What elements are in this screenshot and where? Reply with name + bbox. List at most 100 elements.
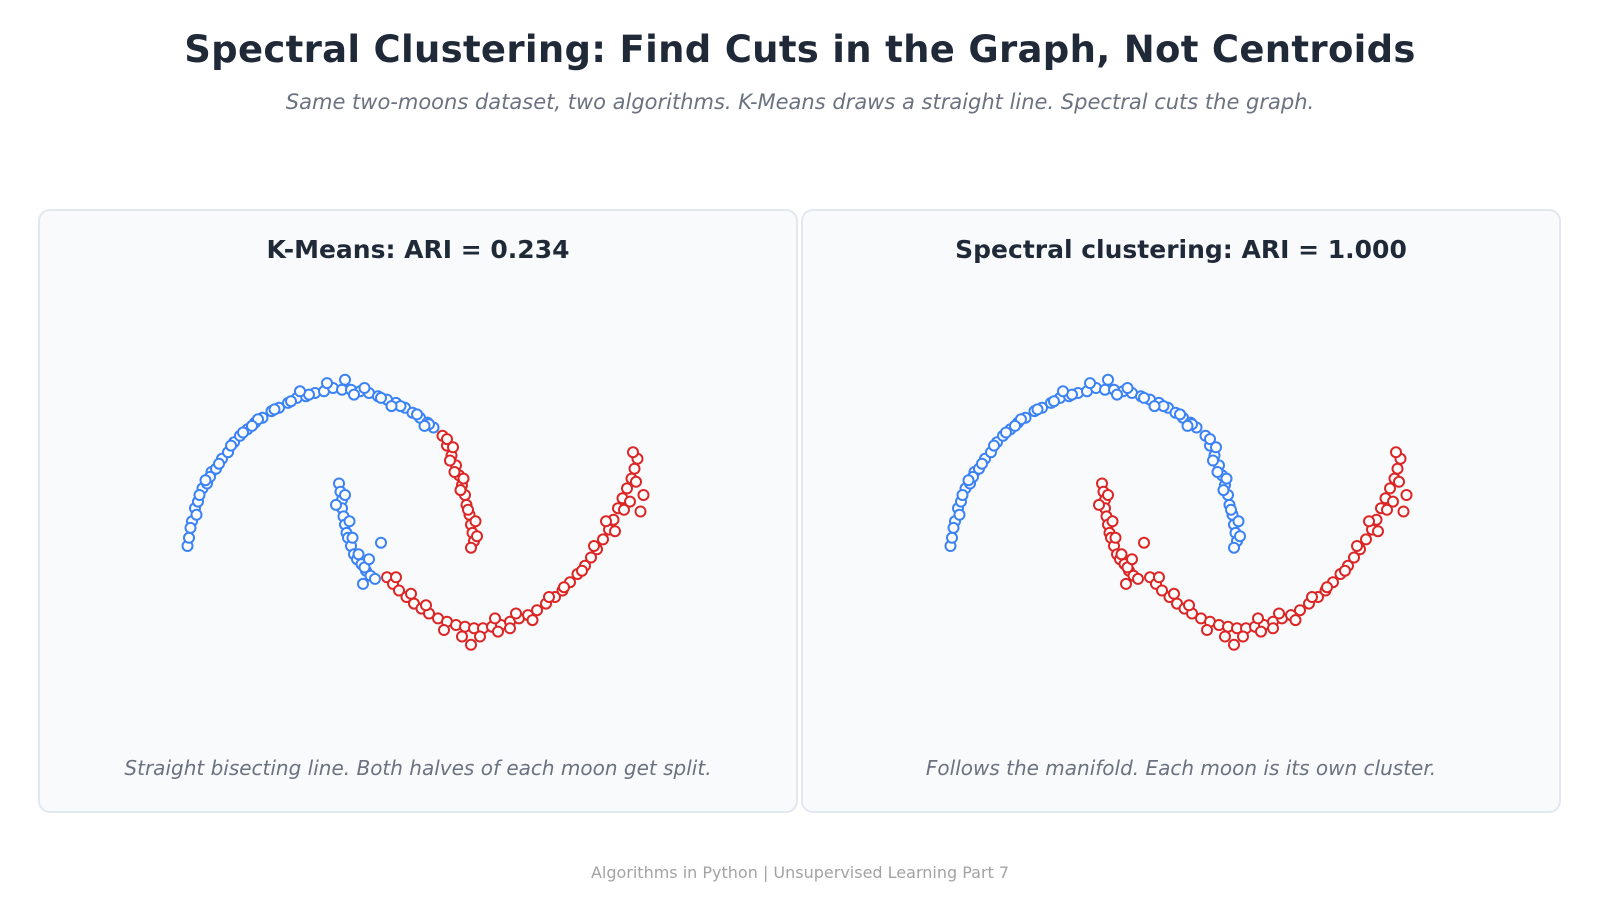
data-point xyxy=(1219,630,1231,643)
data-point xyxy=(390,571,402,584)
data-point xyxy=(946,531,958,544)
data-point xyxy=(1138,536,1150,549)
data-point xyxy=(1289,614,1302,627)
kmeans-panel-title: K-Means: ARI = 0.234 xyxy=(266,235,570,264)
data-point xyxy=(343,515,356,528)
data-point xyxy=(1084,377,1096,390)
data-point xyxy=(375,536,387,549)
data-point xyxy=(1384,482,1396,495)
data-point xyxy=(246,419,258,432)
data-point xyxy=(330,498,342,511)
data-point xyxy=(621,482,633,495)
data-point xyxy=(1138,391,1150,404)
data-point xyxy=(1115,548,1128,561)
data-point xyxy=(609,525,621,538)
data-point xyxy=(474,630,486,643)
data-point xyxy=(1360,533,1372,546)
kmeans-scatter-plot xyxy=(181,373,650,651)
data-point xyxy=(624,495,636,508)
data-point xyxy=(1109,531,1122,544)
data-point xyxy=(1252,612,1264,625)
spectral-panel-title: Spectral clustering: ARI = 1.000 xyxy=(955,235,1407,264)
data-point xyxy=(1363,515,1375,528)
data-point xyxy=(1225,503,1237,516)
data-point xyxy=(471,530,483,543)
data-point xyxy=(1220,472,1233,485)
data-point xyxy=(184,521,197,534)
data-point xyxy=(1120,577,1132,590)
data-point xyxy=(1126,553,1138,566)
data-point xyxy=(321,377,333,390)
data-point xyxy=(976,457,988,470)
data-point xyxy=(420,599,432,612)
data-point xyxy=(627,446,639,459)
data-point xyxy=(1372,525,1384,538)
data-point xyxy=(268,403,281,416)
data-point xyxy=(1339,564,1351,577)
kmeans-panel-caption: Straight bisecting line. Both halves of … xyxy=(124,756,712,780)
data-point xyxy=(358,382,371,394)
data-point xyxy=(225,439,237,452)
data-point xyxy=(411,408,423,421)
data-point xyxy=(199,474,212,487)
data-point xyxy=(1217,484,1230,497)
data-point xyxy=(454,484,467,497)
data-point xyxy=(558,581,570,594)
page-subtitle: Same two-moons dataset, two algorithms. … xyxy=(285,90,1315,114)
data-point xyxy=(637,489,650,501)
data-point xyxy=(1204,433,1216,446)
data-point xyxy=(618,503,630,516)
data-point xyxy=(1348,551,1360,564)
data-point xyxy=(462,503,474,516)
data-point xyxy=(988,439,1000,452)
spectral-panel-caption: Follows the manifold. Each moon is its o… xyxy=(925,756,1437,780)
data-point xyxy=(1237,630,1249,643)
data-point xyxy=(339,373,351,386)
data-point xyxy=(1228,638,1240,651)
data-point xyxy=(492,625,504,638)
data-point xyxy=(1048,395,1060,408)
data-point xyxy=(1168,587,1180,600)
data-point xyxy=(1351,540,1363,552)
data-point xyxy=(456,630,468,643)
data-point xyxy=(588,540,600,552)
cluster-1-points xyxy=(381,429,650,651)
data-point xyxy=(183,531,195,544)
data-point xyxy=(438,624,450,636)
data-point xyxy=(1321,581,1333,594)
data-point xyxy=(1255,625,1267,638)
data-point xyxy=(576,564,588,577)
data-point xyxy=(956,489,969,501)
data-point xyxy=(962,474,975,487)
data-point xyxy=(953,508,966,521)
data-point xyxy=(393,584,405,597)
data-point xyxy=(1273,607,1285,620)
data-point xyxy=(1181,419,1194,432)
data-point xyxy=(441,433,453,446)
data-point xyxy=(1106,515,1119,528)
data-point xyxy=(190,508,203,521)
spectral-scatter-plot xyxy=(944,373,1413,651)
data-point xyxy=(1391,462,1404,475)
data-point xyxy=(237,426,249,439)
data-point xyxy=(1267,622,1279,635)
data-point xyxy=(1057,385,1069,398)
data-point xyxy=(444,454,456,467)
data-point xyxy=(1294,604,1306,617)
data-point xyxy=(1102,489,1114,501)
data-point xyxy=(1207,454,1219,467)
footer: Algorithms in Python | Unsupervised Lear… xyxy=(590,863,1010,882)
data-point xyxy=(457,472,470,485)
data-point xyxy=(1400,489,1413,501)
data-point xyxy=(465,541,477,554)
data-point xyxy=(1228,541,1240,554)
data-point xyxy=(489,612,501,625)
data-point xyxy=(469,515,482,528)
data-point xyxy=(418,419,431,432)
data-point xyxy=(1183,599,1195,612)
data-point xyxy=(1390,446,1402,459)
data-point xyxy=(1211,466,1224,478)
spectral-panel: Spectral clustering: ARI = 1.000 Follows… xyxy=(801,209,1561,813)
data-point xyxy=(585,551,597,564)
data-point xyxy=(348,388,360,401)
